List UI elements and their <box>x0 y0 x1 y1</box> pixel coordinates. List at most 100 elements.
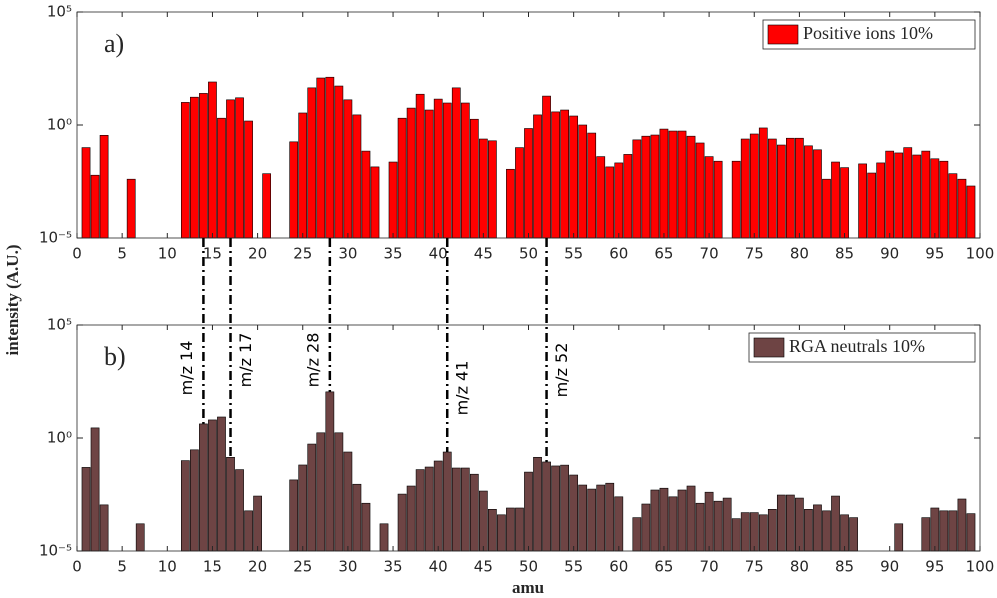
bar <box>515 507 524 552</box>
bar <box>424 466 434 552</box>
bar <box>650 134 660 239</box>
bar <box>190 449 199 552</box>
bar <box>749 512 759 552</box>
bar <box>695 142 705 239</box>
bar <box>542 461 551 552</box>
bar <box>208 81 217 239</box>
bar <box>244 120 253 239</box>
bar <box>840 167 849 239</box>
bar <box>334 432 344 552</box>
x-tick-label: 50 <box>519 245 538 263</box>
y-tick-label: 10⁻⁵ <box>39 229 72 247</box>
bar <box>379 523 389 552</box>
bar <box>776 494 786 552</box>
bar <box>831 495 840 552</box>
bar <box>605 166 615 239</box>
bar <box>325 76 335 239</box>
bar <box>894 152 904 239</box>
x-tick-label: 80 <box>790 245 809 263</box>
legend-swatch <box>753 337 785 358</box>
bar <box>813 149 822 239</box>
x-tick-label: 40 <box>429 245 448 263</box>
x-tick-label: 5 <box>117 558 127 576</box>
x-tick-label: 85 <box>835 245 854 263</box>
x-tick-label: 35 <box>384 245 403 263</box>
bar <box>506 507 515 552</box>
x-tick-label: 25 <box>293 245 312 263</box>
x-tick-label: 5 <box>117 245 127 263</box>
bar <box>749 133 759 239</box>
x-tick-label: 85 <box>835 558 854 576</box>
bar <box>325 391 335 552</box>
x-tick-label: 35 <box>384 558 403 576</box>
x-tick-label: 45 <box>474 245 493 263</box>
bar <box>442 102 452 239</box>
bar <box>903 147 913 239</box>
bar <box>289 479 299 552</box>
bar <box>352 114 362 239</box>
bar <box>460 102 470 239</box>
bar <box>822 510 831 552</box>
bar <box>587 488 597 552</box>
x-tick-label: 50 <box>519 558 538 576</box>
bar <box>99 504 109 552</box>
bar <box>343 99 353 239</box>
bar <box>623 154 633 239</box>
bar <box>758 127 768 239</box>
bar <box>921 517 931 552</box>
legend-box <box>748 332 976 363</box>
bar <box>397 493 407 552</box>
bar <box>497 514 506 552</box>
x-tick-label: 40 <box>429 558 448 576</box>
bar <box>226 456 235 552</box>
x-tick-label: 25 <box>293 558 312 576</box>
x-tick-label: 65 <box>654 245 673 263</box>
bar <box>551 111 560 239</box>
bar <box>704 156 714 239</box>
bar <box>966 513 976 552</box>
bar <box>388 161 398 239</box>
y-axis-label: intensity (A.U.) <box>3 245 22 356</box>
bar <box>957 498 967 552</box>
bar <box>316 432 326 552</box>
bar <box>90 427 100 552</box>
panel-label: a) <box>104 29 124 58</box>
bar <box>488 140 497 239</box>
bar <box>235 469 244 552</box>
bar <box>578 484 588 552</box>
x-tick-label: 90 <box>880 245 899 263</box>
legend-swatch <box>767 24 799 45</box>
x-tick-label: 100 <box>966 245 995 263</box>
x-tick-label: 100 <box>966 558 995 576</box>
bar <box>740 512 750 552</box>
x-tick-label: 15 <box>203 245 222 263</box>
x-tick-label: 10 <box>158 245 177 263</box>
bar <box>632 517 642 552</box>
bar <box>469 118 479 239</box>
bar <box>939 160 949 239</box>
x-tick-label: 20 <box>248 245 267 263</box>
bar <box>659 487 669 552</box>
bar <box>316 77 326 239</box>
bar <box>397 117 407 239</box>
bar <box>713 160 723 239</box>
bar <box>451 467 461 552</box>
bar <box>786 137 795 239</box>
bar <box>488 509 497 552</box>
bar <box>262 173 271 239</box>
y-tick-label: 10⁵ <box>47 316 72 334</box>
annotation-label: m/z 52 <box>552 343 571 398</box>
bar <box>930 507 940 552</box>
bar <box>596 156 606 239</box>
panel-label: b) <box>104 342 126 371</box>
bar <box>957 178 967 239</box>
bar <box>334 85 344 239</box>
bar <box>695 502 705 552</box>
bar <box>217 117 226 239</box>
bar <box>253 495 262 552</box>
bar <box>930 158 940 239</box>
bar <box>451 87 461 239</box>
x-tick-label: 70 <box>700 245 719 263</box>
bar <box>433 98 443 239</box>
bar <box>704 491 714 552</box>
